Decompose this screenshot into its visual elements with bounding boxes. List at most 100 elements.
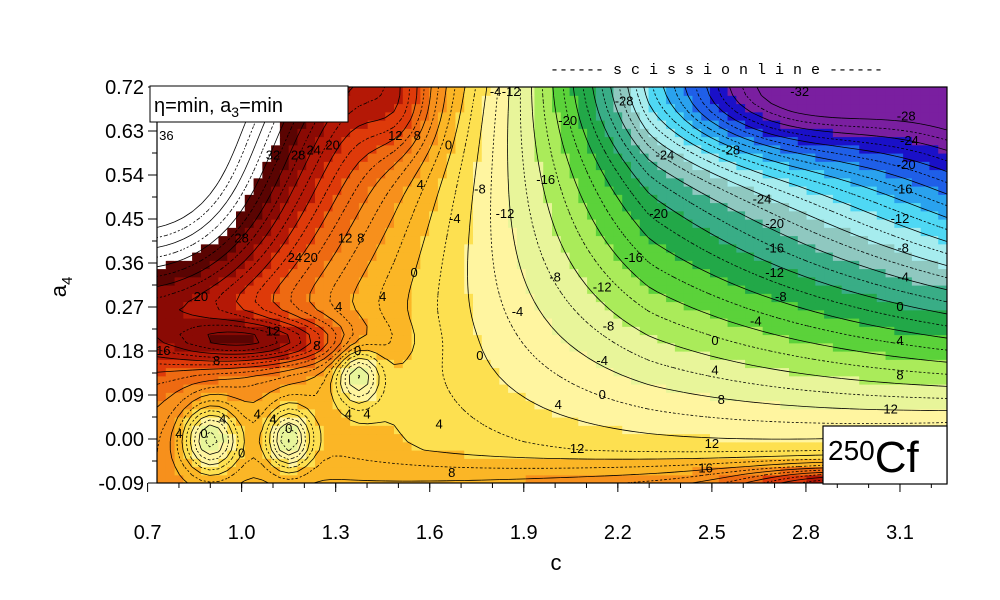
contour-cell	[569, 252, 579, 261]
contour-cell	[859, 351, 869, 360]
contour-cell	[543, 95, 553, 105]
contour-line-segment	[788, 138, 798, 141]
contour-cell	[692, 375, 702, 385]
contour-cell	[727, 153, 737, 162]
contour-line-segment	[911, 169, 921, 174]
contour-cell	[903, 87, 913, 96]
contour-cell	[455, 186, 465, 195]
contour-line-segment	[815, 163, 825, 167]
contour-cell	[666, 260, 676, 270]
contour-cell	[595, 450, 606, 459]
contour-cell	[350, 466, 360, 476]
contour-cell	[271, 128, 281, 138]
contour-cell	[920, 408, 931, 418]
contour-cell	[157, 276, 167, 286]
contour-cell	[358, 177, 369, 187]
contour-cell	[508, 276, 518, 286]
contour-cell	[674, 285, 685, 294]
contour-cell	[236, 309, 246, 319]
contour-cell	[394, 210, 404, 220]
contour-cell	[736, 400, 746, 410]
contour-cell	[666, 252, 676, 261]
contour-cell	[358, 87, 369, 96]
contour-cell	[868, 359, 878, 369]
contour-cell	[876, 95, 887, 105]
contour-cell	[411, 87, 421, 96]
contour-cell	[543, 417, 553, 426]
contour-cell	[367, 260, 378, 270]
contour-cell	[376, 408, 386, 418]
contour-line-segment	[867, 199, 876, 203]
contour-cell	[929, 301, 939, 311]
contour-cell	[236, 161, 246, 171]
contour-cell	[209, 235, 220, 245]
contour-cell	[157, 169, 167, 179]
contour-cell	[236, 466, 246, 476]
contour-cell	[227, 408, 237, 418]
contour-cell	[824, 384, 834, 393]
contour-line-segment	[657, 152, 667, 160]
contour-cell	[271, 210, 281, 220]
contour-cell	[455, 219, 465, 228]
contour-cell	[420, 326, 430, 336]
contour-cell	[490, 441, 500, 451]
contour-cell	[420, 318, 430, 327]
contour-cell	[604, 351, 615, 360]
contour-cell	[271, 384, 281, 393]
contour-cell	[587, 433, 597, 443]
contour-cell	[701, 103, 711, 113]
contour-line-segment	[929, 144, 939, 149]
contour-cell	[815, 309, 825, 319]
contour-cell	[727, 417, 737, 426]
contour-cell	[157, 227, 167, 237]
contour-cell	[288, 153, 299, 162]
contour-cell	[745, 450, 755, 459]
contour-cell	[613, 334, 623, 344]
contour-cell	[534, 392, 544, 402]
contour-cell	[516, 408, 527, 418]
contour-cell	[200, 400, 211, 410]
contour-cell	[200, 243, 211, 253]
contour-cell	[534, 408, 544, 418]
contour-line-segment	[905, 226, 913, 230]
contour-cell	[710, 293, 720, 303]
contour-line-segment	[885, 162, 895, 166]
contour-cell	[797, 334, 808, 344]
contour-line-segment	[815, 191, 822, 195]
contour-cell	[885, 301, 895, 311]
contour-line-segment	[859, 264, 869, 269]
contour-cell	[525, 210, 536, 220]
contour-cell	[587, 384, 597, 393]
contour-line-segment	[749, 169, 755, 172]
contour-cell	[315, 351, 325, 360]
contour-cell	[885, 326, 895, 336]
contour-cell	[859, 260, 869, 270]
contour-line-segment	[920, 244, 930, 249]
contour-cell	[385, 276, 395, 286]
contour-cell	[341, 309, 351, 319]
contour-cell	[174, 285, 184, 294]
contour-cell	[560, 144, 571, 154]
contour-cell	[780, 136, 790, 146]
contour-cell	[745, 367, 755, 377]
contour-cell	[183, 318, 193, 327]
contour-cell	[279, 326, 290, 336]
contour-cell	[376, 144, 386, 154]
contour-line-segment	[797, 240, 804, 245]
contour-cell	[165, 260, 176, 270]
contour-cell	[771, 334, 781, 344]
contour-cell	[464, 186, 474, 195]
contour-cell	[332, 301, 342, 311]
contour-cell	[402, 309, 413, 319]
contour-cell	[622, 243, 632, 253]
contour-cell	[429, 252, 439, 261]
contour-cell	[745, 458, 755, 468]
contour-line-segment	[903, 120, 912, 123]
contour-cell	[560, 136, 571, 146]
contour-cell	[341, 474, 351, 483]
contour-cell	[631, 450, 641, 459]
contour-cell	[350, 293, 360, 303]
contour-cell	[639, 153, 650, 162]
contour-cell	[455, 441, 465, 451]
contour-cell	[727, 392, 737, 402]
